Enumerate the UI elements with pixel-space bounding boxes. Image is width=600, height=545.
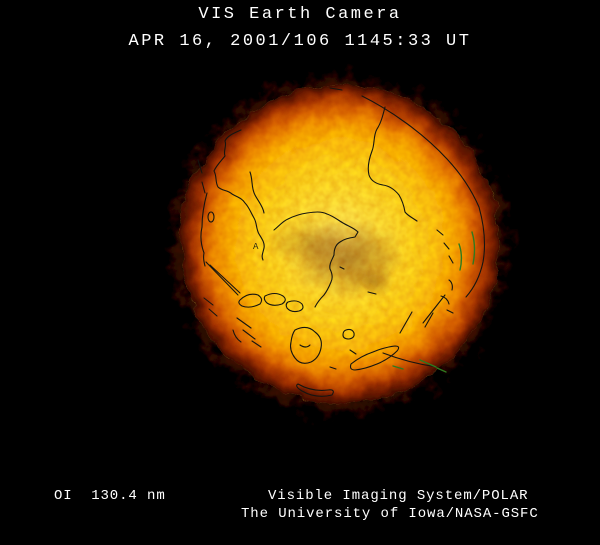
coastline-left-islet <box>207 211 215 223</box>
coastline-limb-arc <box>361 95 485 298</box>
wavelength-label: OI 130.4 nm <box>54 488 166 504</box>
coastline-right-islands <box>436 229 454 314</box>
green-segment-bottom-2 <box>436 367 447 373</box>
image-title: VIS Earth Camera <box>198 5 402 24</box>
instrument-label: Visible Imaging System/POLAR <box>268 488 529 504</box>
coastline-bottom-squiggle <box>296 383 334 397</box>
airglow-disc <box>180 84 500 404</box>
image-timestamp: APR 16, 2001/106 1145:33 UT <box>128 32 472 51</box>
coastline-green-segments <box>392 231 476 373</box>
coastline-small-islands <box>329 328 357 370</box>
coastline-peninsula <box>203 261 241 317</box>
green-segment-right-limb <box>471 231 476 265</box>
map-label-a: A <box>253 242 259 252</box>
green-segment-bottom-3 <box>392 365 404 370</box>
coastline-overlay: A <box>197 87 485 397</box>
coastline-banana-island <box>349 345 400 371</box>
coastline-island-band <box>238 292 304 313</box>
coastline-left-inner <box>249 171 265 214</box>
coastline-left-slivers <box>197 159 206 194</box>
coastline-diagonal-islands <box>232 317 262 348</box>
coastline-right-chain <box>382 294 446 368</box>
coastline-misc-dashes <box>339 266 377 295</box>
institution-label: The University of Iowa/NASA-GSFC <box>241 506 539 522</box>
coastline-central-meander <box>273 211 359 308</box>
coastline-dash-top <box>329 87 343 91</box>
coastline-big-island <box>289 326 322 364</box>
green-segment-right-mid <box>458 243 463 271</box>
green-segment-bottom-1 <box>419 359 437 368</box>
coastline-inner-right <box>367 106 418 222</box>
coastline-left-meander <box>213 129 265 261</box>
coastline-left-coast <box>200 192 208 267</box>
